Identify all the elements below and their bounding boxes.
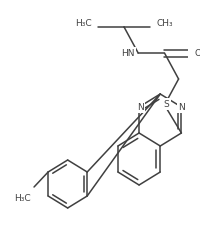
Text: N: N — [137, 103, 143, 112]
Text: N: N — [178, 103, 185, 112]
Text: H₃C: H₃C — [14, 193, 30, 202]
Text: H₃C: H₃C — [76, 19, 92, 28]
Text: S: S — [163, 100, 169, 109]
Text: HN: HN — [121, 49, 134, 58]
Text: O: O — [195, 49, 200, 58]
Text: CH₃: CH₃ — [156, 19, 173, 28]
